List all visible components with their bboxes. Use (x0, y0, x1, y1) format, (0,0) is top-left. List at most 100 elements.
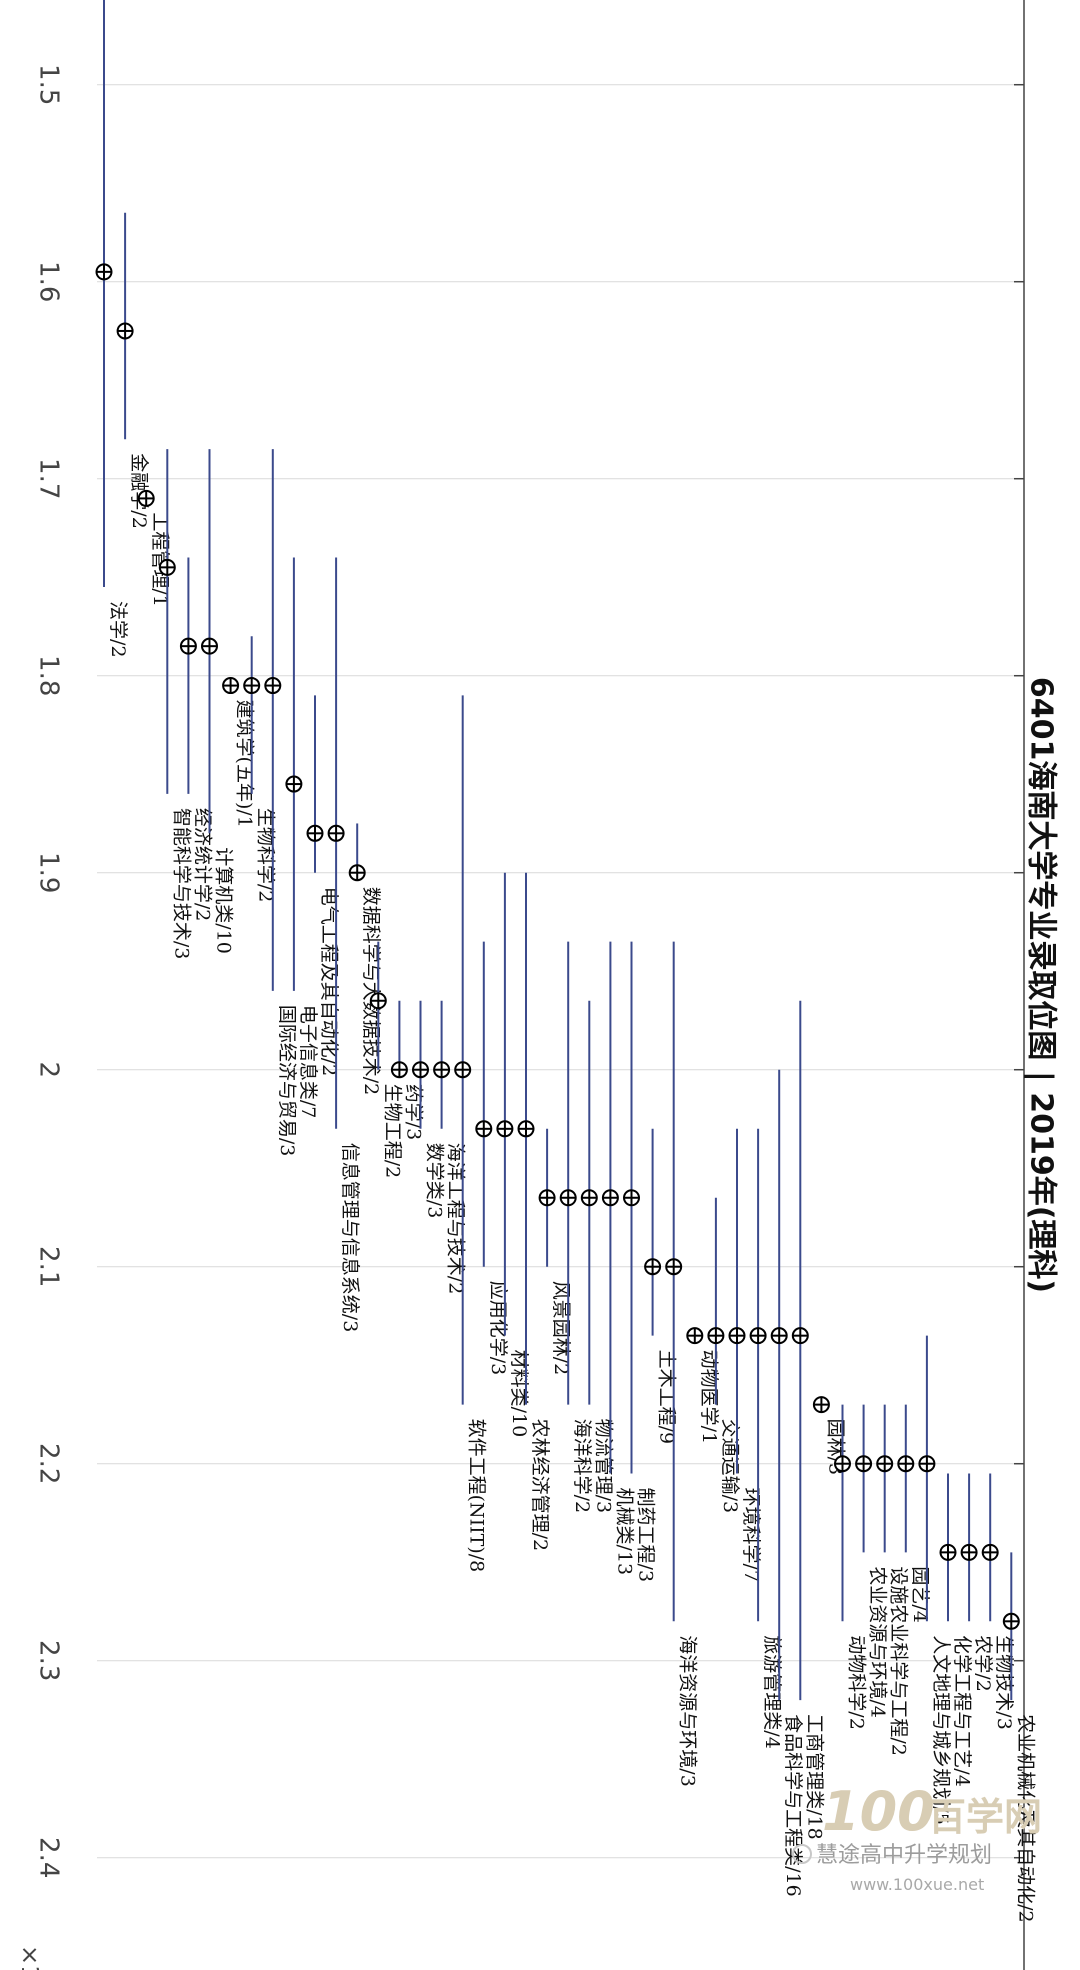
major-label-group: 生物技术/3 (993, 1635, 1015, 1730)
median-marker (981, 1543, 999, 1561)
major-label-group: 材料类/10 (508, 1350, 530, 1438)
major-label-group: 数学类/3 (424, 1143, 446, 1219)
median-marker (116, 322, 134, 340)
major-label-group: 智能科学与技术/3 (170, 808, 192, 960)
tick-label-group: 1.6 (34, 261, 64, 302)
major-label-group: 电气工程及其自动化/2 (318, 887, 340, 1076)
major-label-group: 药学/3 (402, 1084, 424, 1141)
major-label: 制药工程/3 (635, 1488, 657, 1583)
major-label: 智能科学与技术/3 (170, 808, 192, 960)
major-label: 国际经济与贸易/3 (276, 1005, 298, 1156)
tick-label: 2 (34, 1061, 64, 1078)
major-label: 电子信息类/7 (297, 1005, 319, 1118)
median-marker (475, 1120, 493, 1138)
median-marker (559, 1189, 577, 1207)
axis-multiplier: ×10⁴ (16, 1945, 44, 1970)
major-label-group: 环境科学/7 (740, 1488, 762, 1583)
median-marker (201, 637, 218, 655)
major-label: 环境科学/7 (740, 1488, 762, 1583)
major-label: 生物技术/3 (993, 1635, 1015, 1730)
median-marker (412, 1061, 429, 1079)
median-marker (222, 677, 240, 695)
major-label-group: 园艺/4 (909, 1566, 931, 1623)
median-marker (517, 1120, 535, 1138)
major-label: 数学类/3 (424, 1143, 446, 1219)
major-label: 交通运输/3 (719, 1419, 741, 1514)
major-label: 工程管理/1 (149, 512, 171, 607)
major-label-group: 海洋科学/2 (571, 1419, 593, 1514)
median-marker (137, 489, 155, 507)
median-marker (285, 775, 303, 793)
watermark-logo-digits: 100 (822, 1780, 935, 1843)
major-label: 设施农业科学与工程/2 (888, 1566, 910, 1756)
major-label: 数据科学与大数据技术/2 (360, 887, 382, 1095)
major-label-group: 动物科学/2 (846, 1635, 868, 1730)
major-label-group: 农业资源与环境/4 (867, 1566, 889, 1718)
median-marker (834, 1455, 851, 1473)
median-marker (264, 677, 282, 695)
major-label: 应用化学/3 (487, 1281, 509, 1376)
major-label: 机械类/13 (613, 1488, 635, 1576)
major-label: 海洋资源与环境/3 (677, 1635, 699, 1787)
major-label: 农学/2 (972, 1635, 994, 1692)
median-marker (749, 1327, 767, 1345)
wechat-icon (792, 1844, 812, 1864)
major-label: 园艺/4 (909, 1566, 931, 1623)
major-label-group: 旅游管理类/4 (761, 1635, 783, 1749)
median-marker (158, 558, 176, 576)
major-label-group: 经济统计学/2 (191, 808, 213, 922)
tick-label-group: 2.3 (34, 1640, 64, 1681)
major-label-group: 计算机类/10 (213, 847, 235, 954)
major-label-group: 农林经济管理/2 (529, 1419, 551, 1552)
major-label: 农业机械化及其自动化/2 (1014, 1714, 1036, 1923)
major-label: 信息管理与信息系统/3 (339, 1143, 361, 1333)
major-label-group: 信息管理与信息系统/3 (339, 1143, 361, 1333)
median-marker (939, 1543, 957, 1561)
major-label-group: 制药工程/3 (635, 1488, 657, 1583)
median-marker (876, 1455, 894, 1473)
tick-label: 1.5 (34, 64, 64, 105)
chart-title: 6401海南大学专业录取位图 | 2019年(理科) (1024, 677, 1059, 1293)
major-label: 海洋工程与技术/2 (445, 1143, 467, 1295)
major-label-group: 应用化学/3 (487, 1281, 509, 1376)
major-label: 材料类/10 (508, 1350, 530, 1438)
tick-label: 2.1 (34, 1246, 64, 1287)
major-label: 人文地理与城乡规划/5 (930, 1635, 952, 1825)
major-label: 海洋科学/2 (571, 1419, 593, 1514)
tick-label-group: 1.5 (34, 64, 64, 105)
median-marker (791, 1327, 809, 1345)
median-marker (327, 824, 345, 842)
median-marker (390, 1061, 408, 1079)
major-label-group: 建筑学(五年)/1 (234, 700, 256, 828)
major-label: 旅游管理类/4 (761, 1635, 783, 1749)
major-label-group: 风景园林/2 (550, 1281, 572, 1376)
major-label: 农林经济管理/2 (529, 1419, 551, 1552)
major-label-group: 海洋工程与技术/2 (445, 1143, 467, 1295)
watermark-logo-text: 百学网 (928, 1795, 1042, 1839)
tick-label: 1.8 (34, 655, 64, 696)
major-label-group: 人文地理与城乡规划/5 (930, 1635, 952, 1825)
major-label-group: 软件工程(NIIT)/8 (466, 1419, 488, 1573)
major-label: 农业资源与环境/4 (867, 1566, 889, 1718)
tick-label-group: 2.1 (34, 1246, 64, 1287)
tick-label-group: 1.8 (34, 655, 64, 696)
median-marker (812, 1396, 830, 1414)
major-label-group: 国际经济与贸易/3 (276, 1005, 298, 1156)
major-label-group: 金融学/2 (128, 453, 150, 529)
major-label-group: 食品科学与工程类/16 (782, 1714, 804, 1897)
median-marker (179, 637, 197, 655)
tick-label: 1.7 (34, 458, 64, 499)
exponent-group: ×10⁴ (16, 1945, 44, 1970)
tick-label: 2.2 (34, 1443, 64, 1484)
median-marker (243, 677, 261, 695)
major-label: 动物科学/2 (846, 1635, 868, 1730)
major-label: 软件工程(NIIT)/8 (466, 1419, 488, 1573)
major-label: 化学工程与工艺/4 (951, 1635, 973, 1787)
median-marker (855, 1455, 873, 1473)
watermark-caption: 慧途高中升学规划 (816, 1843, 992, 1868)
tick-label-group: 2 (34, 1061, 64, 1078)
major-label-group: 数据科学与大数据技术/2 (360, 887, 382, 1095)
major-label: 计算机类/10 (213, 847, 235, 954)
watermark-site: www.100xue.net (850, 1875, 984, 1894)
